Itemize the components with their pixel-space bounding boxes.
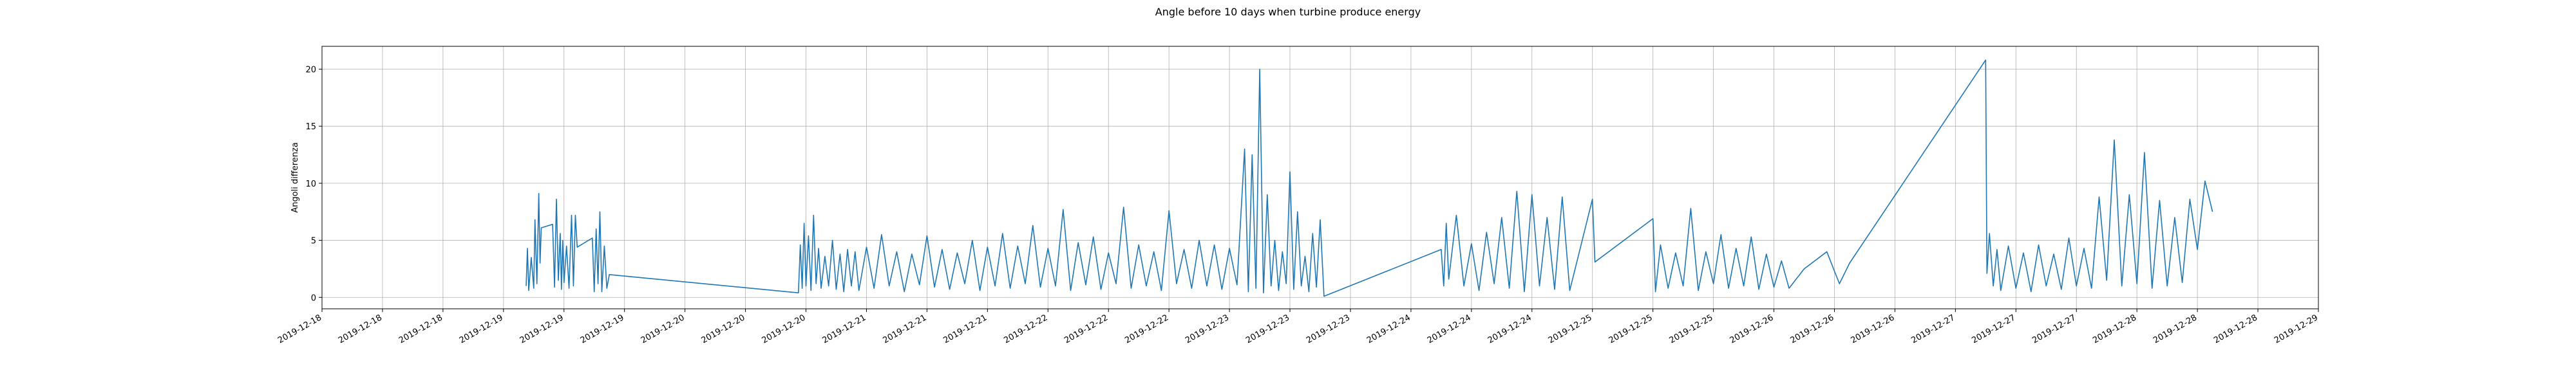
x-tick-label: 2019-12-24 <box>1365 313 1412 345</box>
y-axis: 0 5 10 15 20 <box>305 65 322 303</box>
x-tick-label: 2019-12-18 <box>397 313 444 345</box>
x-tick-label: 2019-12-25 <box>1668 313 1715 345</box>
x-tick-label: 2019-12-28 <box>2212 313 2259 345</box>
x-tick-label: 2019-12-21 <box>821 313 868 345</box>
x-tick-label: 2019-12-18 <box>337 313 384 345</box>
x-tick-label: 2019-12-27 <box>1909 313 1956 345</box>
series-line <box>526 59 2213 297</box>
x-tick-label: 2019-12-23 <box>1305 313 1352 345</box>
plot-frame <box>321 46 2319 309</box>
series-layer <box>526 59 2213 297</box>
y-tick-label: 0 <box>311 293 316 303</box>
y-tick-label: 20 <box>305 65 316 75</box>
x-tick-label: 2019-12-24 <box>1426 313 1473 345</box>
x-tick-label: 2019-12-23 <box>1244 313 1291 345</box>
x-tick-label: 2019-12-28 <box>2152 313 2199 345</box>
x-tick-label: 2019-12-26 <box>1728 313 1776 345</box>
x-tick-label: 2019-12-27 <box>2031 313 2078 345</box>
x-tick-label: 2019-12-26 <box>1789 313 1836 345</box>
y-axis-label: Angoli differenza <box>290 142 300 213</box>
y-tick-label: 15 <box>305 122 316 132</box>
x-tick-label: 2019-12-28 <box>2091 313 2138 345</box>
x-tick-label: 2019-12-26 <box>1849 313 1896 345</box>
x-tick-label: 2019-12-23 <box>1184 313 1231 345</box>
x-tick-label: 2019-12-22 <box>1063 313 1110 345</box>
x-tick-label: 2019-12-19 <box>518 313 565 345</box>
x-tick-label: 2019-12-22 <box>1123 313 1170 345</box>
x-tick-label: 2019-12-29 <box>2273 313 2320 345</box>
x-tick-label: 2019-12-25 <box>1547 313 1594 345</box>
x-tick-label: 2019-12-18 <box>276 313 323 345</box>
x-axis: 2019-12-18 2019-12-18 2019-12-18 2019-12-19… <box>276 309 2320 345</box>
x-tick-label: 2019-12-19 <box>579 313 626 345</box>
y-tick-label: 10 <box>305 179 316 189</box>
x-tick-label: 2019-12-20 <box>639 313 687 345</box>
x-tick-label: 2019-12-24 <box>1486 313 1533 345</box>
x-tick-label: 2019-12-25 <box>1607 313 1654 345</box>
x-tick-label: 2019-12-21 <box>881 313 928 345</box>
x-tick-label: 2019-12-27 <box>1970 313 2017 345</box>
y-tick-label: 5 <box>311 237 316 246</box>
x-tick-label: 2019-12-20 <box>761 313 808 345</box>
x-tick-label: 2019-12-21 <box>942 313 989 345</box>
grid <box>321 46 2319 309</box>
chart-title: Angle before 10 days when turbine produc… <box>1155 6 1421 18</box>
x-tick-label: 2019-12-22 <box>1002 313 1049 345</box>
x-tick-label: 2019-12-20 <box>700 313 747 345</box>
x-tick-label: 2019-12-19 <box>458 313 505 345</box>
